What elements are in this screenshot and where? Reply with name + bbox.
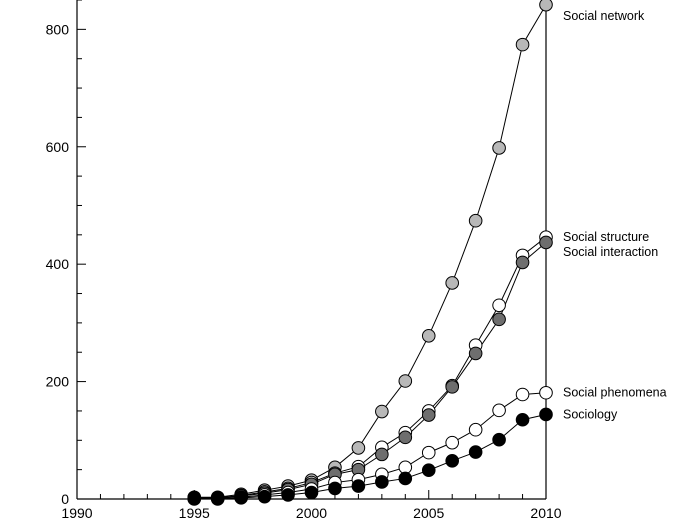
series-line-social-network [194,4,547,498]
chart-axes: 0 200 400 600 800 1990 1995 2000 2005 2010 [46,0,562,521]
data-point-social-phenomena [515,387,530,402]
data-point-sociology [515,412,530,427]
series-label-social-phenomena: Social phenomena [563,386,667,400]
data-point-social-network [492,141,506,155]
data-point-sociology [257,489,272,504]
data-point-social-network [398,374,413,388]
data-point-social-phenomena [492,403,506,418]
data-point-social-interaction [539,235,553,250]
data-point-social-interaction [421,408,436,422]
x-tick-label: 2000 [296,505,327,521]
data-point-social-network [375,404,389,419]
data-point-social-network [539,0,553,12]
data-point-social-network [421,329,436,343]
data-point-sociology [187,492,202,506]
data-point-social-interaction [492,312,506,327]
series-points [187,0,553,506]
series-line-social-interaction [194,242,547,499]
series-label-sociology: Sociology [563,407,618,421]
series-label-social-network: Social network [563,9,645,23]
series-label-social-interaction: Social interaction [563,245,658,259]
data-point-sociology [398,471,413,486]
data-point-sociology [234,491,248,505]
data-point-social-phenomena [421,445,436,460]
x-tick-label: 1990 [61,505,92,521]
y-tick-label: 400 [46,256,70,272]
x-tick-label: 2010 [530,505,561,521]
data-point-social-network [468,213,483,228]
data-point-social-network [515,37,530,52]
data-point-sociology [328,481,342,496]
data-point-sociology [210,492,225,506]
data-point-sociology [304,485,319,500]
data-point-social-network [351,441,366,455]
data-point-sociology [351,479,366,493]
data-point-social-phenomena [539,385,553,400]
data-point-social-interaction [445,380,460,394]
data-point-sociology [468,445,483,459]
series-line-social-structure [194,236,547,499]
data-point-social-interaction [375,447,389,462]
data-point-social-interaction [398,430,413,445]
y-tick-label: 0 [61,491,69,507]
series-line-social-phenomena [194,392,547,499]
data-point-sociology [375,475,389,489]
series-lines [194,4,547,500]
y-tick-label: 600 [46,139,70,155]
data-point-social-interaction [515,255,530,270]
data-point-sociology [445,454,460,468]
data-point-sociology [281,488,295,502]
series-line-sociology [194,413,547,500]
y-tick-label: 800 [46,21,70,37]
x-tick-label: 2005 [413,505,444,521]
y-tick-label: 200 [46,374,70,390]
data-point-sociology [492,432,506,447]
data-point-sociology [539,407,553,422]
data-point-social-structure [492,298,506,313]
data-point-social-network [445,276,460,290]
data-point-social-interaction [468,346,483,361]
data-point-sociology [421,463,436,478]
data-point-social-phenomena [468,422,483,437]
x-tick-label: 1995 [179,505,210,521]
data-point-social-phenomena [445,435,460,450]
series-label-social-structure: Social structure [563,230,649,244]
